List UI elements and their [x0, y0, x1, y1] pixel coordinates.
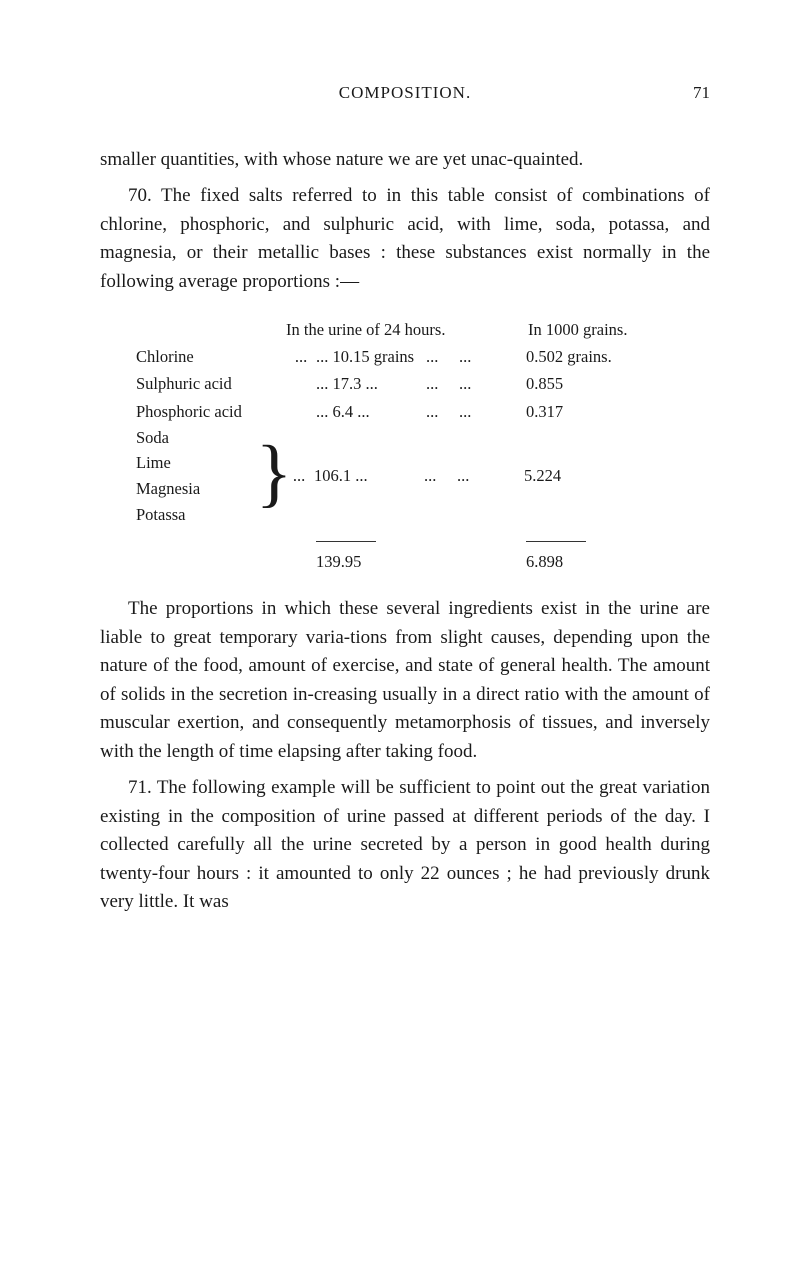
row-dots: ...	[286, 343, 316, 370]
heading-urine-24h: In the urine of 24 hours.	[286, 316, 528, 343]
table-row: Chlorine ... ... 10.15 grains ... ... 0.…	[136, 343, 710, 370]
row-value-1000g: 0.502 grains.	[526, 343, 710, 370]
header-title: COMPOSITION.	[150, 80, 660, 106]
table-row: Phosphoric acid ... 6.4 ... ... ... 0.31…	[136, 398, 710, 425]
paragraph-71: 71. The following example will be suffic…	[100, 774, 710, 917]
brace-labels: Soda Lime Magnesia Potassa	[136, 425, 264, 527]
paragraph-70: 70. The fixed salts referred to in this …	[100, 182, 710, 296]
composition-table: In the urine of 24 hours. In 1000 grains…	[136, 316, 710, 575]
row-value-1000g: 0.317	[526, 398, 710, 425]
heading-1000-grains: In 1000 grains.	[528, 316, 710, 343]
paragraph-proportions: The proportions in which these several i…	[100, 595, 710, 766]
horizontal-rule	[526, 541, 586, 542]
row-dots: ... ...	[424, 462, 524, 489]
header-spacer	[100, 80, 150, 106]
row-dots: ... ...	[426, 343, 526, 370]
row-label: Chlorine	[136, 343, 286, 370]
rule-row	[136, 541, 710, 542]
page-number: 71	[660, 80, 710, 106]
row-dots: ... ...	[426, 370, 526, 397]
horizontal-rule	[316, 541, 376, 542]
group-values: ... 106.1 ... ... ... 5.224	[284, 462, 710, 489]
brace-group: Soda Lime Magnesia Potassa } ... 106.1 .…	[136, 425, 710, 527]
th-spacer	[136, 316, 286, 343]
row-value-24h: ... 17.3 ...	[316, 370, 426, 397]
row-dots: ... ...	[426, 398, 526, 425]
paragraph-continuation: smaller quantities, with whose nature we…	[100, 146, 710, 175]
row-value-1000g: 5.224	[524, 462, 710, 489]
group-label: Soda	[136, 425, 264, 451]
row-value-24h: ... 6.4 ...	[316, 398, 426, 425]
row-value-1000g: 0.855	[526, 370, 710, 397]
total-24h: 139.95	[316, 548, 526, 575]
page-header: COMPOSITION. 71	[100, 80, 710, 106]
row-value-24h: ... 10.15 grains	[316, 343, 426, 370]
group-label: Magnesia	[136, 476, 264, 502]
table-row: Sulphuric acid ... 17.3 ... ... ... 0.85…	[136, 370, 710, 397]
total-1000g: 6.898	[526, 548, 710, 575]
totals-row: 139.95 6.898	[136, 548, 710, 575]
row-label: Phosphoric acid	[136, 398, 286, 425]
table-headings: In the urine of 24 hours. In 1000 grains…	[136, 316, 710, 343]
row-label: Sulphuric acid	[136, 370, 286, 397]
group-label: Potassa	[136, 502, 264, 528]
row-value-24h: 106.1 ...	[314, 462, 424, 489]
page: COMPOSITION. 71 smaller quantities, with…	[0, 0, 800, 985]
brace-icon: }	[264, 443, 284, 504]
row-dots: ...	[284, 462, 314, 489]
group-label: Lime	[136, 450, 264, 476]
